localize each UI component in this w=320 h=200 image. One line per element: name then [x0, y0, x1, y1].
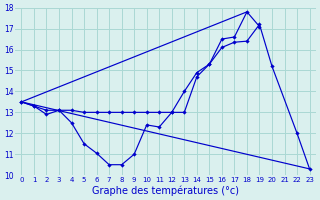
X-axis label: Graphe des températures (°c): Graphe des températures (°c) [92, 185, 239, 196]
